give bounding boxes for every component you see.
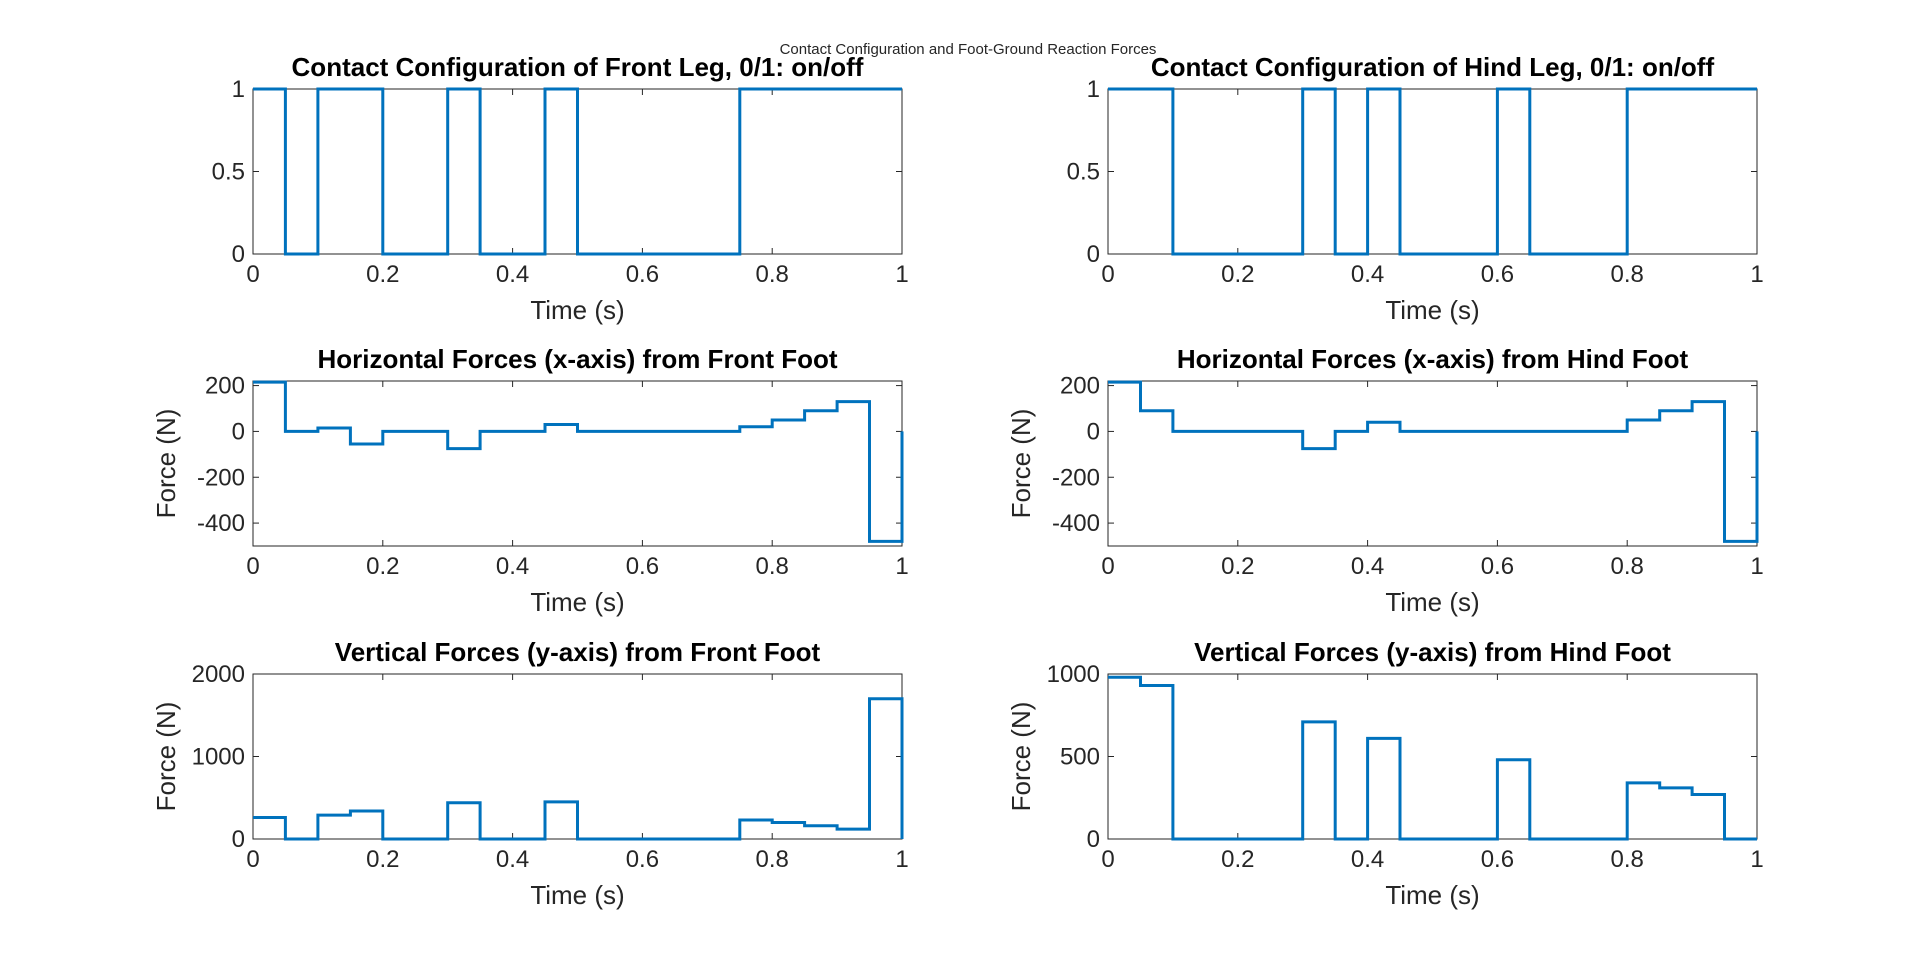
x-tick-label: 0.6 — [626, 846, 659, 873]
x-tick-label: 0.2 — [366, 846, 399, 873]
axes-box — [252, 380, 903, 547]
y-tick-label: 1000 — [192, 744, 245, 771]
y-axis-label: Force (N) — [151, 409, 181, 519]
x-tick-label: 0.4 — [1351, 846, 1384, 873]
y-tick-label: 1 — [1087, 76, 1100, 103]
y-tick-label: 0 — [1087, 826, 1100, 853]
x-tick-label: 0.2 — [1221, 553, 1254, 580]
series-line — [1108, 380, 1759, 543]
x-tick-label: 0.4 — [496, 261, 529, 288]
subplot-title: Horizontal Forces (x-axis) from Hind Foo… — [1177, 344, 1689, 374]
y-tick-label: 1 — [232, 76, 245, 103]
x-tick-label: 1 — [895, 846, 908, 873]
x-tick-label: 0.8 — [1611, 553, 1644, 580]
subplot-title: Vertical Forces (y-axis) from Hind Foot — [1194, 637, 1671, 667]
x-tick-label: 0.8 — [1611, 846, 1644, 873]
y-tick-label: -400 — [1052, 510, 1100, 537]
y-tick-label: 0.5 — [212, 159, 245, 186]
x-axis-label: Time (s) — [1385, 295, 1479, 325]
x-tick-label: 0.2 — [366, 261, 399, 288]
x-axis-label: Time (s) — [530, 880, 624, 910]
subplot-1: 0 0.2 0.4 0.6 0.8 1 0 0.5 1 Contact Configuration… — [212, 52, 909, 325]
series-line — [253, 380, 904, 543]
y-axis-label: Force (N) — [151, 702, 181, 812]
subplot-2: 0 0.2 0.4 0.6 0.8 1 0 0.5 1 Contact Configuration… — [1067, 52, 1764, 325]
series-line — [1108, 87, 1757, 256]
y-axis-label: Force (N) — [1006, 702, 1036, 812]
y-tick-label: -200 — [197, 464, 245, 491]
y-tick-label: 0 — [232, 418, 245, 445]
axes-box — [1107, 673, 1758, 840]
x-tick-label: 0.2 — [1221, 846, 1254, 873]
series-line — [253, 697, 904, 841]
x-tick-label: 1 — [1750, 553, 1763, 580]
axes-box — [1107, 88, 1758, 255]
subplot-title: Contact Configuration of Front Leg, 0/1:… — [292, 52, 864, 82]
y-tick-label: 2000 — [192, 661, 245, 688]
y-tick-label: -200 — [1052, 464, 1100, 491]
subplot-title: Vertical Forces (y-axis) from Front Foot — [335, 637, 821, 667]
series-line — [1108, 675, 1757, 841]
x-axis-label: Time (s) — [530, 587, 624, 617]
x-axis-label: Time (s) — [1385, 587, 1479, 617]
x-tick-label: 0.4 — [1351, 553, 1384, 580]
y-tick-label: 0 — [232, 826, 245, 853]
subplot-5: 0 0.2 0.4 0.6 0.8 1 0 1000 2000 Vertical Forces (… — [151, 637, 909, 910]
y-axis-label: Force (N) — [1006, 409, 1036, 519]
x-tick-label: 0 — [246, 553, 259, 580]
subplot-4: 0 0.2 0.4 0.6 0.8 1 -400 -200 0 200 Horizontal For… — [1006, 344, 1764, 617]
figure-suptitle: Contact Configuration and Foot-Ground Re… — [780, 41, 1157, 58]
y-tick-label: 0 — [1087, 418, 1100, 445]
y-tick-label: 500 — [1060, 744, 1100, 771]
y-tick-label: 1000 — [1047, 661, 1100, 688]
x-tick-label: 0.8 — [756, 261, 789, 288]
x-tick-label: 1 — [1750, 261, 1763, 288]
x-tick-label: 0.8 — [756, 846, 789, 873]
y-tick-label: 200 — [1060, 373, 1100, 400]
x-tick-label: 0.8 — [756, 553, 789, 580]
x-tick-label: 0.2 — [1221, 261, 1254, 288]
x-tick-label: 0.4 — [1351, 261, 1384, 288]
x-tick-label: 0 — [1101, 846, 1114, 873]
subplot-3: 0 0.2 0.4 0.6 0.8 1 -400 -200 0 200 Horizontal For… — [151, 344, 909, 617]
x-tick-label: 0 — [1101, 553, 1114, 580]
subplots: 0 0.2 0.4 0.6 0.8 1 0 0.5 1 Contact Configuration… — [151, 52, 1764, 910]
x-tick-label: 0.4 — [496, 553, 529, 580]
x-tick-label: 1 — [895, 261, 908, 288]
series-line — [253, 87, 902, 256]
subplot-title: Horizontal Forces (x-axis) from Front Fo… — [317, 344, 837, 374]
x-tick-label: 0.6 — [1481, 553, 1514, 580]
subplot-6: 0 0.2 0.4 0.6 0.8 1 0 500 1000 Vertical Forces (y… — [1006, 637, 1764, 910]
x-tick-label: 0.6 — [626, 553, 659, 580]
x-tick-label: 0.2 — [366, 553, 399, 580]
x-tick-label: 0.6 — [1481, 846, 1514, 873]
x-tick-label: 1 — [1750, 846, 1763, 873]
x-tick-label: 1 — [895, 553, 908, 580]
x-tick-label: 0 — [1101, 261, 1114, 288]
x-tick-label: 0.6 — [626, 261, 659, 288]
x-tick-label: 0.4 — [496, 846, 529, 873]
x-tick-label: 0 — [246, 846, 259, 873]
y-tick-label: -400 — [197, 510, 245, 537]
x-tick-label: 0 — [246, 261, 259, 288]
axes-box — [1107, 380, 1758, 547]
y-tick-label: 0 — [1087, 241, 1100, 268]
y-tick-label: 0.5 — [1067, 159, 1100, 186]
subplot-title: Contact Configuration of Hind Leg, 0/1: … — [1151, 52, 1715, 82]
y-tick-label: 200 — [205, 373, 245, 400]
x-tick-label: 0.8 — [1611, 261, 1644, 288]
y-tick-label: 0 — [232, 241, 245, 268]
x-axis-label: Time (s) — [530, 295, 624, 325]
x-axis-label: Time (s) — [1385, 880, 1479, 910]
x-tick-label: 0.6 — [1481, 261, 1514, 288]
